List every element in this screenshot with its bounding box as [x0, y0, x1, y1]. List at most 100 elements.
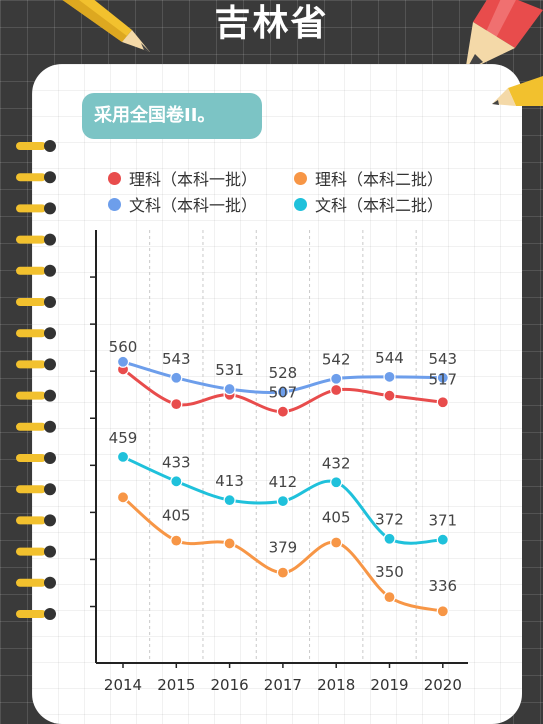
legend-label: 文科（本科二批） — [315, 196, 444, 215]
data-label: 543 — [428, 350, 457, 368]
data-label: 528 — [269, 364, 298, 382]
binding-hole — [44, 545, 56, 558]
x-tick-label: 2020 — [424, 676, 462, 694]
data-point — [116, 491, 130, 504]
data-label: 459 — [109, 429, 138, 447]
x-tick-label: 2016 — [211, 676, 249, 694]
data-label: 412 — [269, 473, 298, 491]
binding-ring — [16, 142, 46, 150]
binding-hole — [44, 514, 56, 527]
data-point — [223, 494, 236, 507]
data-point — [276, 494, 289, 508]
binding-ring — [16, 547, 46, 556]
data-point — [170, 398, 183, 411]
binding-hole — [44, 483, 56, 496]
binding-hole — [44, 576, 56, 589]
binding-ring — [16, 329, 46, 338]
x-tick-label: 2017 — [264, 676, 302, 694]
x-tick-label: 2018 — [317, 676, 355, 694]
data-point — [436, 605, 449, 618]
legend-swatch — [294, 197, 307, 211]
data-label: 433 — [162, 453, 191, 471]
binding-ring — [16, 204, 46, 213]
data-point — [276, 405, 289, 418]
data-point — [383, 370, 396, 383]
data-label: 544 — [375, 349, 404, 367]
data-label: 371 — [428, 512, 457, 530]
binding-hole — [44, 140, 56, 152]
legend-swatch — [294, 171, 307, 185]
data-point — [330, 476, 343, 489]
note-label: 采用全国卷II。 — [82, 93, 262, 139]
binding-hole — [44, 327, 56, 340]
binding-ring — [16, 360, 46, 369]
binding-ring — [16, 391, 46, 400]
data-label: 405 — [322, 509, 351, 527]
legend-item-sci-1: 理科（本科一批） — [108, 166, 257, 190]
binding-ring — [16, 266, 46, 275]
data-label: 432 — [322, 454, 351, 472]
data-point — [170, 475, 183, 488]
data-point — [330, 536, 343, 549]
binding-ring — [16, 422, 46, 431]
x-tick-label: 2015 — [157, 676, 195, 694]
legend-swatch — [108, 197, 121, 211]
binding-ring — [16, 298, 46, 306]
pencil-icon — [62, 0, 150, 52]
line-chart: 2014 2015 2016 2017 2018 2019 2020 507 517 405 379… — [90, 230, 468, 694]
pencil-icon — [465, 0, 543, 72]
binding-hole — [44, 420, 56, 433]
data-point — [276, 566, 289, 579]
binding-hole — [44, 608, 56, 620]
data-label: 405 — [162, 507, 191, 525]
page-title: 吉林省 — [214, 3, 329, 44]
data-label: 517 — [428, 370, 457, 388]
data-point — [436, 533, 449, 546]
data-label: 336 — [428, 577, 457, 595]
legend-item-sci-2: 理科（本科二批） — [294, 166, 443, 190]
legend-label: 文科（本科一批） — [129, 196, 258, 215]
x-tick-label: 2019 — [370, 676, 408, 694]
binding-ring — [16, 454, 46, 462]
data-point — [383, 591, 396, 604]
data-point — [170, 371, 183, 384]
data-label: 543 — [162, 350, 191, 368]
data-label: 413 — [215, 472, 244, 490]
binding-hole — [44, 452, 56, 464]
binding-ring — [16, 578, 46, 587]
binding-ring — [16, 173, 46, 182]
data-label: 560 — [109, 338, 138, 356]
binding-hole — [44, 264, 56, 277]
legend-item-arts-1: 文科（本科一批） — [108, 192, 257, 216]
binding-hole — [44, 389, 56, 402]
binding-ring — [16, 235, 46, 244]
legend-item-arts-2: 文科（本科二批） — [294, 192, 443, 216]
binding-ring — [16, 610, 46, 618]
data-point — [116, 450, 130, 463]
binding-hole — [44, 202, 56, 215]
data-point — [330, 383, 343, 397]
pencil-icon — [492, 76, 543, 106]
x-tick-label: 2014 — [104, 676, 142, 694]
data-point — [223, 382, 236, 396]
data-point — [276, 385, 289, 399]
data-label: 531 — [215, 361, 244, 379]
data-label: 507 — [269, 384, 298, 402]
binding-ring — [16, 485, 46, 494]
data-point — [223, 537, 236, 550]
data-point — [436, 396, 449, 409]
legend-label: 理科（本科二批） — [315, 170, 444, 189]
binding-hole — [44, 296, 56, 308]
spiral-binding — [16, 140, 56, 620]
data-point — [330, 372, 343, 385]
data-point — [170, 534, 183, 547]
legend-label: 理科（本科一批） — [129, 170, 258, 189]
binding-hole — [44, 358, 56, 371]
data-point — [383, 389, 396, 402]
data-label: 350 — [375, 563, 404, 581]
binding-hole — [44, 233, 56, 246]
data-label: 379 — [269, 539, 298, 557]
binding-hole — [44, 171, 56, 184]
data-point — [383, 532, 396, 545]
data-point — [436, 371, 449, 384]
